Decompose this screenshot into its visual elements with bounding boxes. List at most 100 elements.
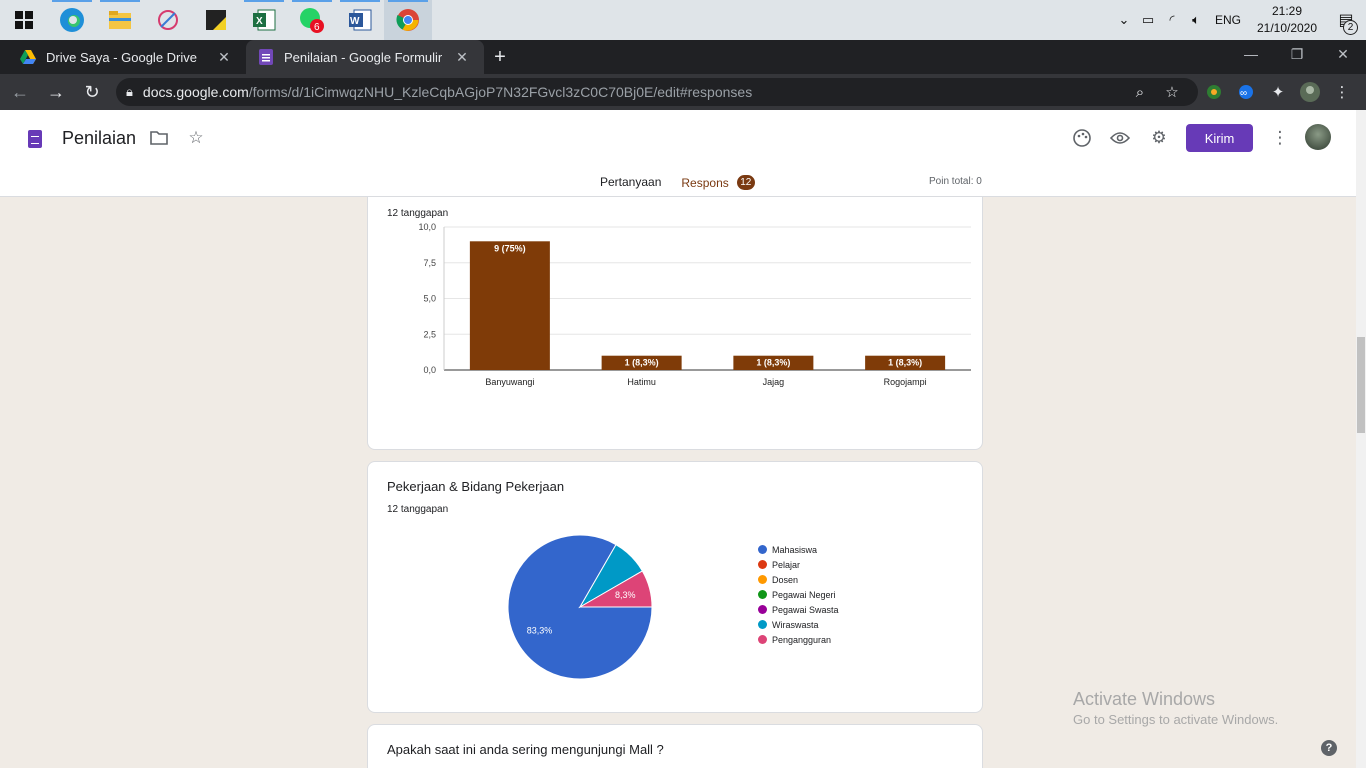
question-title: Pekerjaan & Bidang Pekerjaan — [387, 479, 565, 494]
bar — [865, 355, 946, 370]
bar — [469, 241, 550, 370]
palette-icon[interactable] — [1070, 126, 1094, 150]
restore-button[interactable]: ❐ — [1290, 46, 1304, 62]
question-title: Apakah saat ini anda sering mengunjungi … — [387, 742, 664, 757]
chrome-icon — [396, 9, 419, 31]
menu-dots-icon[interactable]: ⋮ — [1334, 84, 1350, 101]
legend-swatch — [758, 635, 767, 644]
tab-google-forms[interactable]: Penilaian - Google Formulir ✕ — [246, 40, 484, 74]
legend-label: Wiraswasta — [772, 619, 819, 630]
preview-eye-icon[interactable] — [1108, 126, 1132, 150]
extensions-puzzle-icon[interactable]: ✦ — [1271, 84, 1285, 101]
help-icon[interactable]: ? — [1321, 740, 1337, 756]
close-icon[interactable]: ✕ — [456, 48, 468, 65]
bar-data-label: 9 (75%) — [494, 243, 526, 253]
legend-item: Pegawai Negeri — [758, 587, 839, 602]
pie-slice-label: 83,3% — [527, 625, 553, 635]
minimize-button[interactable]: — — [1244, 46, 1258, 62]
forward-button[interactable]: → — [47, 81, 65, 102]
zoom-icon[interactable]: ⌕ — [1135, 83, 1145, 101]
send-button[interactable]: Kirim — [1186, 124, 1253, 152]
y-tick-label: 5,0 — [423, 294, 436, 304]
svg-text:W: W — [350, 16, 360, 27]
window-controls: — ❐ ✕ — [1228, 40, 1366, 70]
taskbar-snip[interactable] — [144, 0, 192, 40]
system-tray: ⌄ ▭ ◜ 🔈︎ ENG 21:29 21/10/2020 ▤ 2 — [1112, 0, 1366, 40]
sticky-notes-icon — [206, 10, 226, 30]
legend-item: Pelajar — [758, 557, 839, 572]
svg-text:6: 6 — [314, 22, 320, 33]
scrollbar-thumb[interactable] — [1357, 337, 1365, 433]
legend-item: Dosen — [758, 572, 839, 587]
tab-questions[interactable]: Pertanyaan — [600, 175, 662, 189]
taskbar-chrome[interactable] — [384, 0, 432, 40]
responses-count-badge: 12 — [736, 175, 755, 190]
extension-infinity-icon[interactable]: ∞ — [1230, 76, 1262, 108]
avatar[interactable] — [1305, 124, 1331, 150]
y-tick-label: 2,5 — [423, 329, 436, 339]
close-window-button[interactable]: ✕ — [1337, 46, 1349, 62]
legend-swatch — [758, 545, 767, 554]
edge-icon — [60, 8, 84, 32]
tab-responses[interactable]: Respons 12 — [671, 170, 765, 200]
x-tick-label: Rogojampi — [884, 377, 927, 387]
folder-icon[interactable] — [147, 126, 171, 150]
profile-avatar[interactable] — [1294, 76, 1326, 108]
taskbar-sticky-notes[interactable] — [192, 0, 240, 40]
svg-text:∞: ∞ — [1240, 88, 1247, 99]
notifications-button[interactable]: ▤ 2 — [1326, 10, 1366, 35]
language-indicator[interactable]: ENG — [1214, 13, 1241, 27]
total-points: Poin total: 0 — [929, 176, 982, 187]
legend-item: Mahasiswa — [758, 542, 839, 557]
x-tick-label: Jajag — [763, 377, 785, 387]
settings-gear-icon[interactable]: ⚙ — [1151, 128, 1167, 147]
svg-text:X: X — [256, 16, 263, 27]
chevron-up-icon[interactable]: ⌄ — [1118, 12, 1130, 27]
pie-slice-label: 8,3% — [615, 590, 636, 600]
form-tabs: Pertanyaan Respons 12 — [590, 170, 765, 200]
folder-icon — [109, 11, 131, 29]
y-tick-label: 0,0 — [423, 365, 436, 375]
legend-swatch — [758, 605, 767, 614]
response-count: 12 tanggapan — [387, 208, 449, 219]
windows-start-button[interactable] — [0, 0, 48, 40]
word-icon: W — [349, 9, 372, 31]
tab-google-drive[interactable]: Drive Saya - Google Drive ✕ — [8, 40, 246, 74]
legend-swatch — [758, 590, 767, 599]
response-card-next: Apakah saat ini anda sering mengunjungi … — [367, 724, 983, 768]
taskbar-whatsapp[interactable]: 6 — [288, 0, 336, 40]
form-title[interactable]: Penilaian — [62, 128, 137, 148]
new-tab-button[interactable]: + — [494, 45, 506, 68]
bar — [733, 355, 814, 370]
wifi-icon[interactable]: ◜ — [1169, 12, 1175, 27]
google-forms-logo-icon[interactable] — [28, 130, 42, 148]
taskbar-file-explorer[interactable] — [96, 0, 144, 40]
battery-icon[interactable]: ▭ — [1141, 12, 1155, 27]
whatsapp-icon: 6 — [300, 8, 324, 33]
legend-label: Pelajar — [772, 559, 801, 570]
clock[interactable]: 21:29 21/10/2020 — [1248, 3, 1326, 37]
bar-data-label: 1 (8,3%) — [888, 358, 922, 368]
taskbar-edge[interactable] — [48, 0, 96, 40]
volume-icon[interactable]: 🔈︎ — [1192, 12, 1200, 27]
responses-content: 12 tanggapan 0,0 2,5 5,0 7,5 10,0 9 (75%) Bany… — [0, 197, 1356, 768]
page-scrollbar[interactable] — [1356, 110, 1366, 768]
pie-chart: 83,3% 8,3% — [507, 534, 653, 680]
lock-icon[interactable]: 🔒︎ — [126, 84, 133, 99]
taskbar-excel[interactable]: X — [240, 0, 288, 40]
y-tick-label: 10,0 — [418, 222, 436, 232]
snip-icon — [158, 10, 178, 30]
tab-title: Penilaian - Google Formulir — [284, 49, 443, 65]
tab-responses-label: Respons — [681, 175, 729, 190]
pie-legend: Mahasiswa Pelajar Dosen Pegawai Negeri Pegaw… — [758, 542, 839, 647]
more-options-icon[interactable]: ⋮ — [1271, 128, 1289, 147]
bookmark-star-icon[interactable]: ☆ — [1165, 84, 1179, 101]
address-bar[interactable]: 🔒︎ docs.google.com/forms/d/1iCimwqzNHU_K… — [116, 78, 1198, 106]
extension-icon[interactable] — [1198, 76, 1230, 108]
back-button[interactable]: ← — [11, 81, 29, 102]
forms-header: Penilaian ☆ ⚙ Kirim ⋮ Pertanyaan Respons… — [0, 110, 1356, 200]
close-icon[interactable]: ✕ — [218, 48, 230, 65]
star-icon[interactable]: ☆ — [188, 128, 204, 147]
reload-button[interactable]: ↻ — [84, 81, 100, 102]
taskbar-word[interactable]: W — [336, 0, 384, 40]
